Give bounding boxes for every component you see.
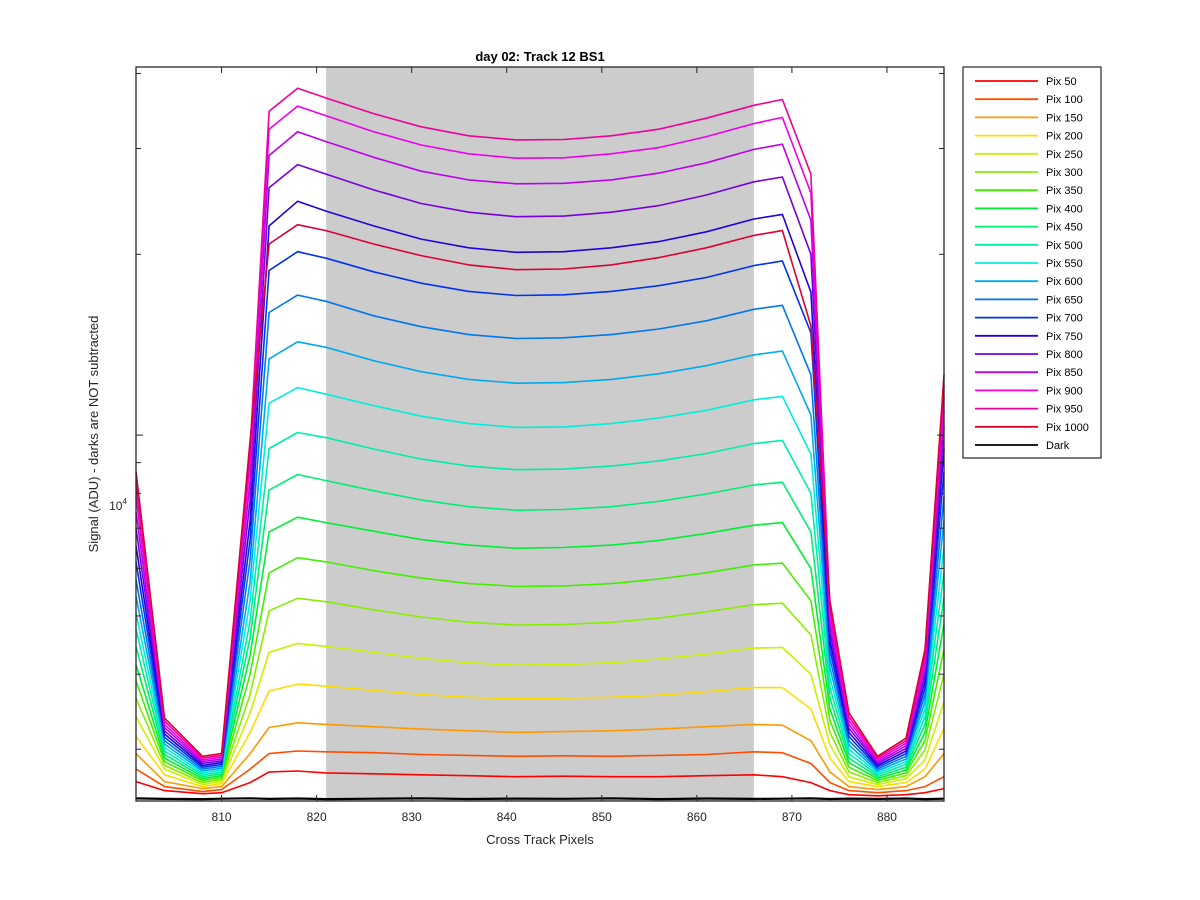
series-line-pix-50	[135, 770, 945, 797]
x-tick-label: 860	[687, 810, 707, 824]
series-line-pix-300	[135, 597, 945, 784]
legend-label: Pix 600	[1046, 276, 1083, 288]
series-line-pix-250	[135, 642, 945, 786]
legend-label: Pix 950	[1046, 404, 1083, 416]
legend-items: Pix 50 Pix 100 Pix 150 Pix 200 Pix 250 Pix 30…	[975, 76, 1089, 452]
x-axis-label: Cross Track Pixels	[486, 832, 594, 847]
series-lines	[135, 87, 945, 801]
x-tick-label: 820	[307, 810, 327, 824]
legend-label: Pix 800	[1046, 349, 1083, 361]
legend-label: Pix 1000	[1046, 422, 1089, 434]
series-line-pix-350	[135, 556, 945, 782]
legend-label: Pix 50	[1046, 76, 1077, 88]
y-tick-exponent: 4	[122, 497, 127, 506]
legend-label: Pix 200	[1046, 131, 1083, 143]
y-tick-base: 10	[109, 499, 123, 513]
legend-label: Pix 700	[1046, 313, 1083, 325]
chart-title: day 02: Track 12 BS1	[475, 49, 604, 64]
legend-label: Pix 400	[1046, 203, 1083, 215]
legend-label: Pix 500	[1046, 240, 1083, 252]
y-tick-label: 104	[109, 497, 127, 513]
series-line-dark	[135, 797, 945, 801]
series-line-pix-200	[135, 683, 945, 788]
series-line-pix-800	[135, 163, 945, 765]
legend-label: Pix 100	[1046, 94, 1083, 106]
legend: Pix 50 Pix 100 Pix 150 Pix 200 Pix 250 Pix 30…	[962, 66, 1102, 459]
series-line-pix-100	[135, 750, 945, 794]
legend-label: Pix 750	[1046, 331, 1083, 343]
series-line-pix-900	[135, 105, 945, 761]
plot-area: 810 820 830 840 850 860 870 880	[135, 66, 945, 824]
legend-label: Dark	[1046, 440, 1070, 452]
legend-label: Pix 450	[1046, 222, 1083, 234]
series-line-pix-750	[135, 200, 945, 767]
series-line-pix-550	[135, 386, 945, 774]
legend-label: Pix 250	[1046, 149, 1083, 161]
series-line-pix-150	[135, 721, 945, 791]
legend-label: Pix 150	[1046, 112, 1083, 124]
y-ticks	[136, 72, 944, 750]
legend-label: Pix 550	[1046, 258, 1083, 270]
series-line-pix-850	[135, 130, 945, 763]
series-line-pix-600	[135, 340, 945, 772]
series-line-pix-650	[135, 294, 945, 770]
x-tick-label: 810	[212, 810, 232, 824]
series-line-pix-1000	[135, 223, 945, 758]
axes-box	[135, 66, 945, 802]
x-tick-label: 850	[592, 810, 612, 824]
shaded-region	[326, 67, 754, 801]
x-tick-label: 870	[782, 810, 802, 824]
series-line-pix-450	[135, 473, 945, 778]
x-tick-label: 880	[877, 810, 897, 824]
x-tick-label: 840	[497, 810, 517, 824]
x-ticks: 810 820 830 840 850 860 870 880	[212, 67, 897, 824]
legend-label: Pix 350	[1046, 185, 1083, 197]
x-tick-label: 830	[402, 810, 422, 824]
legend-label: Pix 300	[1046, 167, 1083, 179]
legend-label: Pix 900	[1046, 385, 1083, 397]
legend-label: Pix 850	[1046, 367, 1083, 379]
y-axis-label: Signal (ADU) - darks are NOT subtracted	[86, 316, 101, 553]
legend-label: Pix 650	[1046, 294, 1083, 306]
series-line-pix-500	[135, 431, 945, 776]
series-line-pix-700	[135, 250, 945, 769]
series-line-pix-400	[135, 516, 945, 780]
